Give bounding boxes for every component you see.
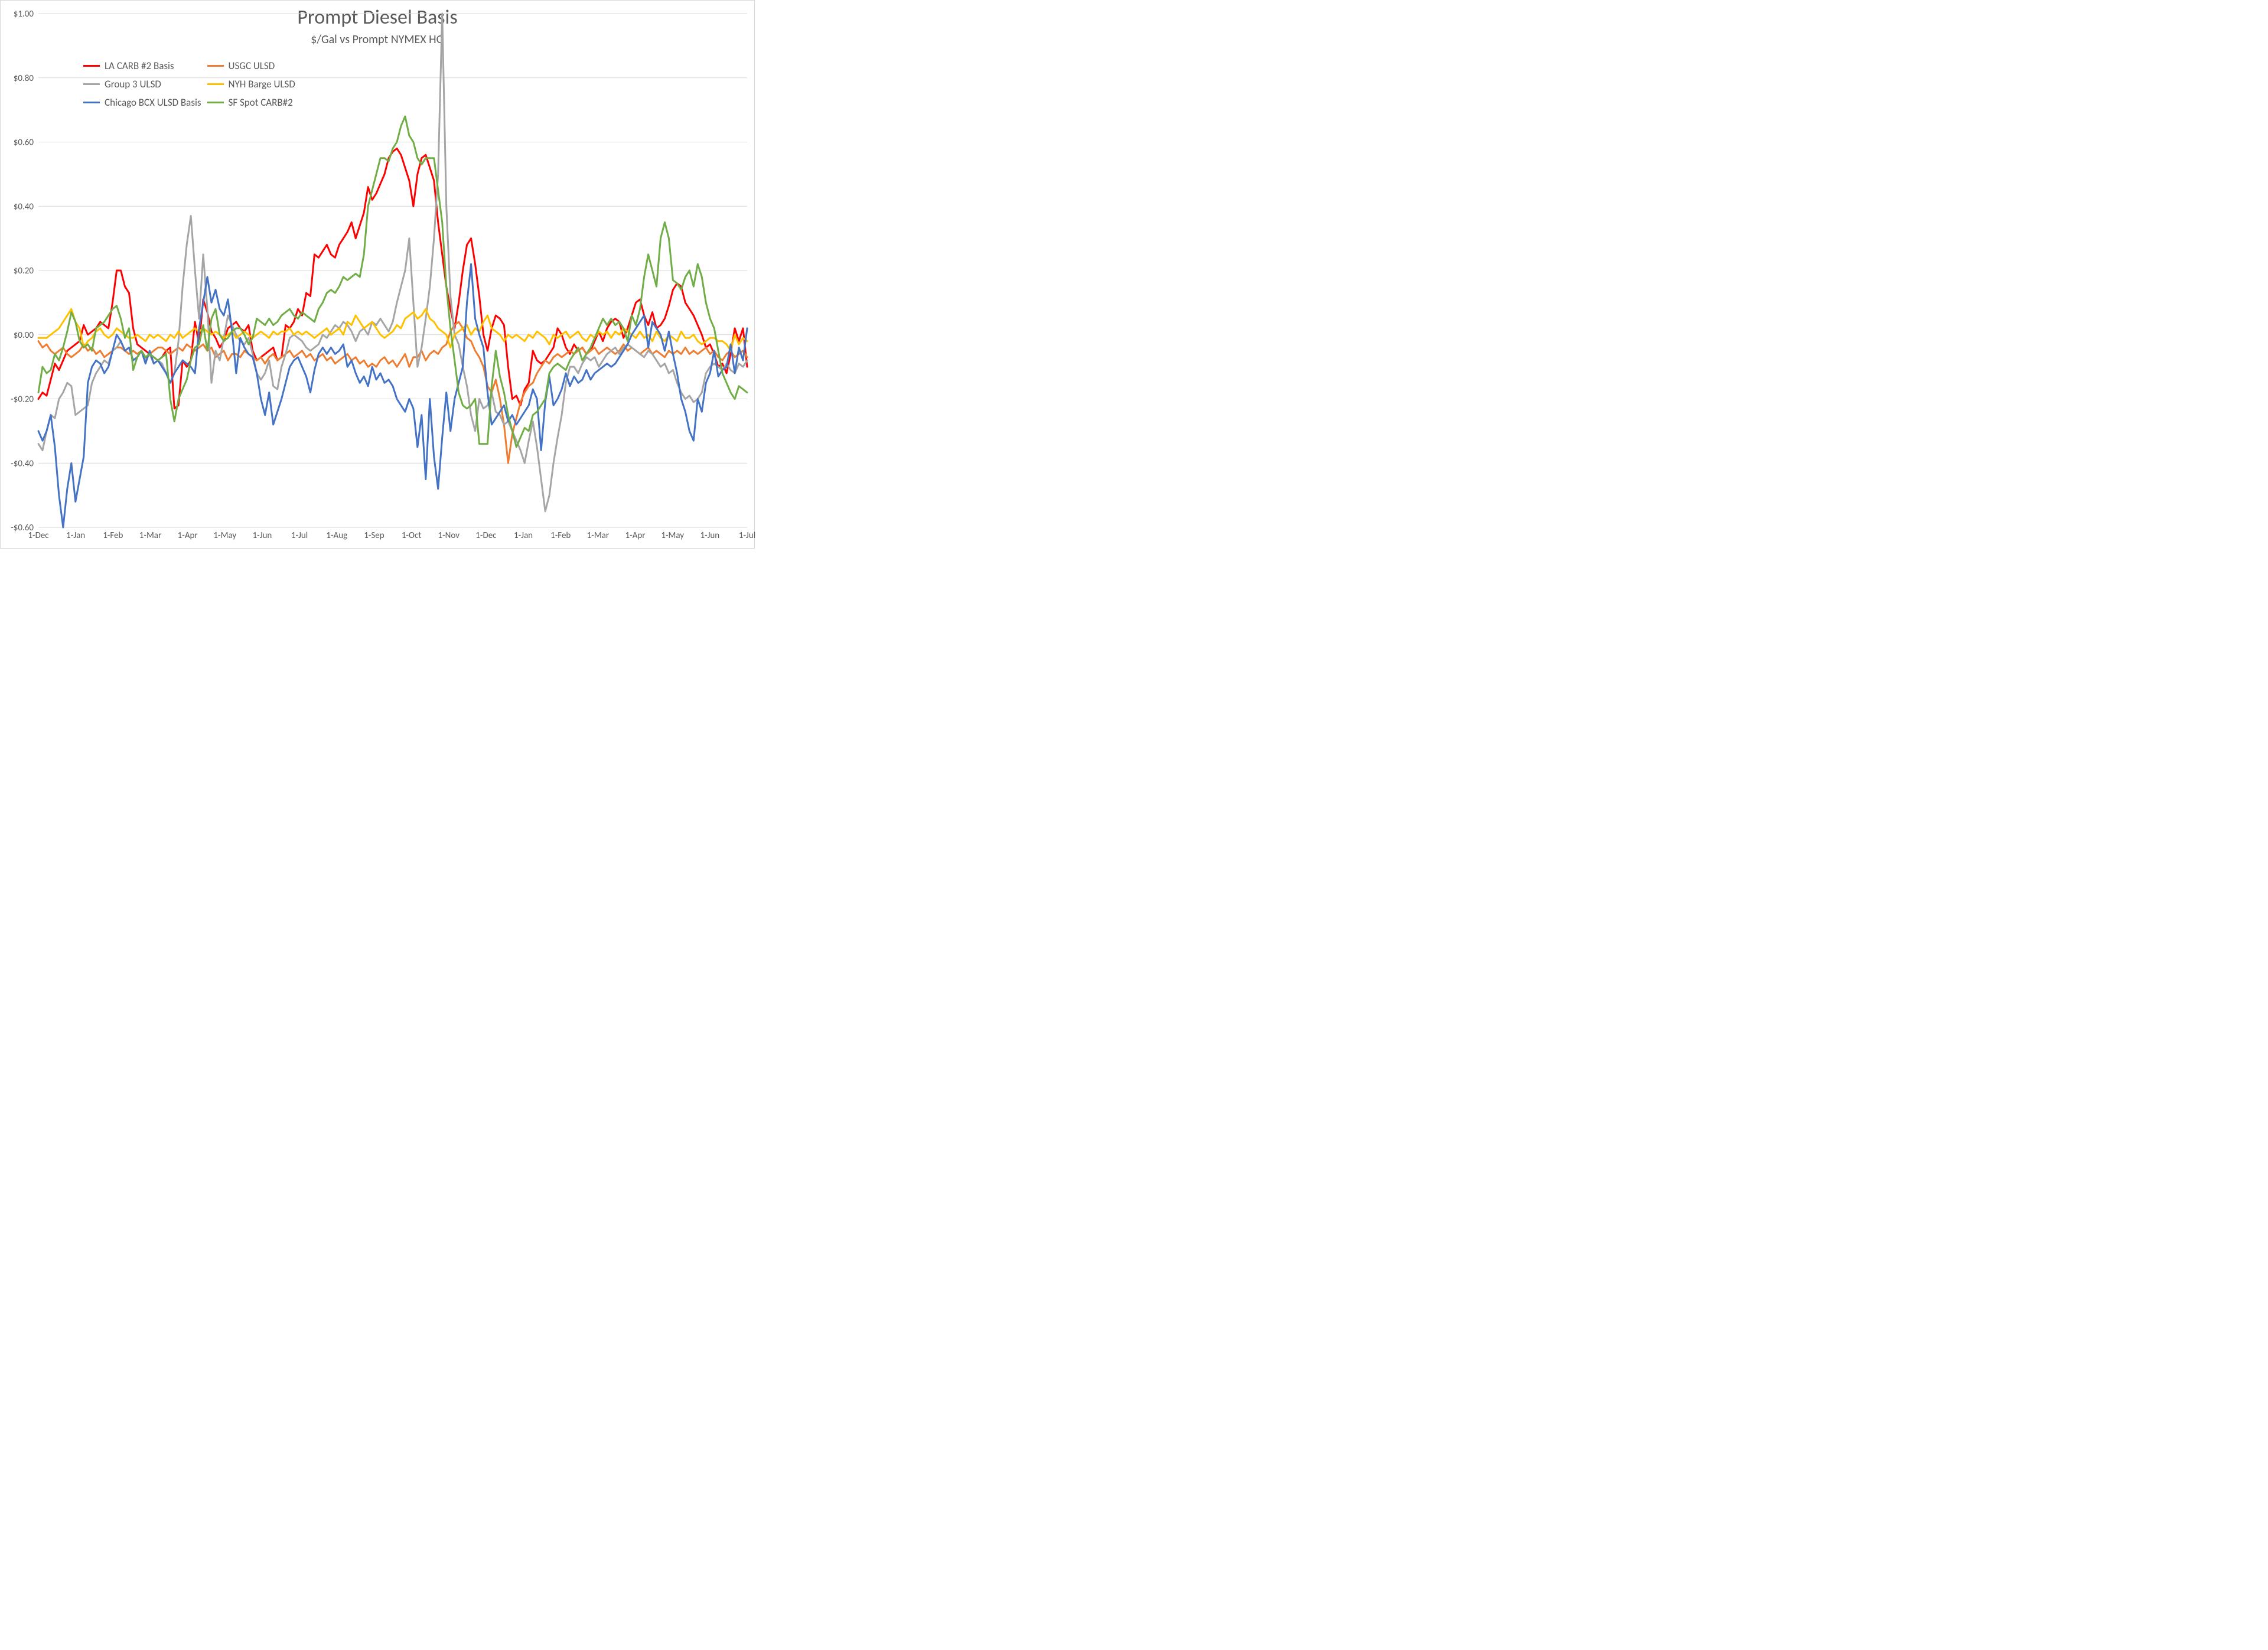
x-tick-label: 1-Mar [139,530,161,541]
x-tick-label: 1-Jul [291,530,308,541]
series-line [38,309,747,351]
y-tick-label: -$0.20 [11,394,34,405]
y-tick-label: -$0.40 [11,458,34,469]
x-tick-label: 1-Sep [364,530,384,541]
x-tick-label: 1-Oct [402,530,422,541]
y-tick-label: $0.60 [14,138,34,148]
legend-swatch [83,83,100,85]
y-tick-label: $0.40 [14,201,34,212]
legend-item: USGC ULSD [207,60,325,72]
x-tick-label: 1-Jan [514,530,533,541]
x-tick-label: 1-Feb [103,530,123,541]
series-line [38,148,747,408]
y-tick-label: $0.80 [14,73,34,84]
x-tick-label: 1-Jan [66,530,85,541]
x-tick-label: 1-Feb [550,530,571,541]
y-tick-label: $0.20 [14,266,34,276]
legend-item: Chicago BCX ULSD Basis [83,96,201,109]
legend-swatch [207,83,224,85]
x-tick-label: 1-May [213,530,236,541]
x-tick-label: 1-May [661,530,684,541]
x-tick-label: 1-Jul [739,530,755,541]
x-tick-label: 1-Apr [178,530,198,541]
line-chart: Prompt Diesel Basis $/Gal vs Prompt NYME… [0,0,755,549]
legend-label: NYH Barge ULSD [229,78,295,90]
x-tick-label: 1-Apr [625,530,646,541]
legend-swatch [83,102,100,103]
x-tick-label: 1-Dec [28,530,49,541]
x-tick-label: 1-Dec [475,530,497,541]
series-line [38,322,747,463]
x-tick-label: 1-Jun [253,530,272,541]
legend-item: NYH Barge ULSD [207,78,325,90]
legend-label: LA CARB #2 Basis [105,60,174,72]
x-tick-label: 1-Jun [700,530,719,541]
series-line [38,116,747,447]
legend-label: Chicago BCX ULSD Basis [105,96,201,109]
legend-item: LA CARB #2 Basis [83,60,201,72]
x-tick-label: 1-Aug [326,530,347,541]
y-tick-label: $0.00 [14,330,34,341]
legend-label: Group 3 ULSD [105,78,161,90]
legend-swatch [207,102,224,103]
legend: LA CARB #2 Basis USGC ULSD Group 3 ULSD NYH… [83,60,325,109]
legend-swatch [207,65,224,67]
x-tick-label: 1-Nov [438,530,460,541]
legend-item: Group 3 ULSD [83,78,201,90]
legend-label: USGC ULSD [229,60,275,72]
legend-label: SF Spot CARB#2 [229,96,293,109]
legend-item: SF Spot CARB#2 [207,96,325,109]
legend-swatch [83,65,100,67]
x-tick-label: 1-Mar [587,530,609,541]
y-tick-label: $1.00 [14,9,34,19]
